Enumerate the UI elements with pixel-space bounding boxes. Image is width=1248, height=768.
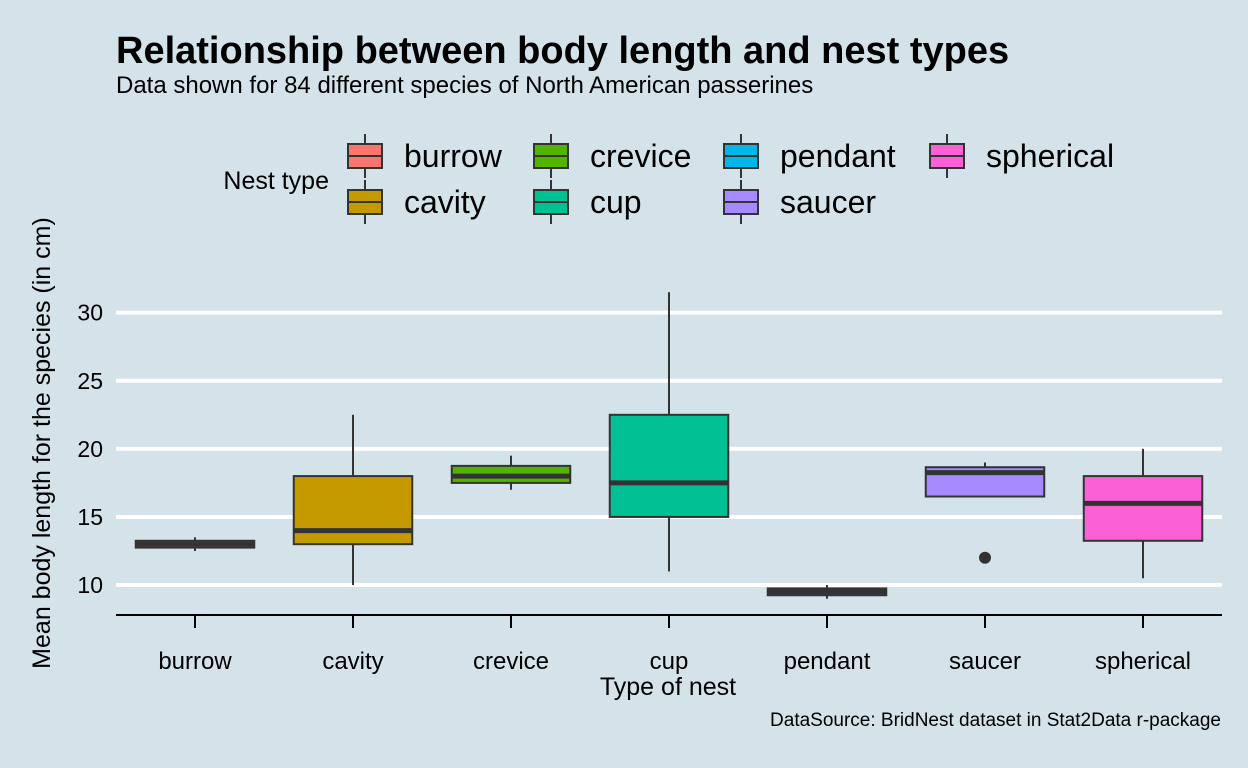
outlier-point (979, 551, 991, 564)
legend-title: Nest type (223, 167, 329, 195)
y-axis-title: Mean body length for the species (in cm) (28, 217, 56, 669)
x-tick-label: pendant (784, 648, 871, 675)
x-tick-label: saucer (949, 648, 1021, 675)
x-tick-label: cavity (322, 648, 383, 675)
x-tick-label: crevice (473, 648, 549, 675)
box-cup (608, 413, 730, 518)
chart-subtitle: Data shown for 84 different species of N… (116, 72, 814, 99)
legend-label-pendant: pendant (780, 138, 896, 174)
legend-label-saucer: saucer (780, 184, 876, 220)
chart-caption: DataSource: BridNest dataset in Stat2Dat… (770, 710, 1221, 731)
box-cavity (292, 475, 414, 546)
legend-label-spherical: spherical (986, 138, 1114, 174)
chart-title: Relationship between body length and nes… (116, 30, 1010, 72)
legend-label-crevice: crevice (590, 138, 691, 174)
x-tick-label: cup (650, 648, 689, 675)
legend-label-cavity: cavity (404, 184, 486, 220)
y-tick-label: 10 (77, 572, 103, 598)
x-tick-label: spherical (1095, 648, 1191, 675)
x-axis-title: Type of nest (600, 673, 736, 701)
legend-label-cup: cup (590, 184, 642, 220)
legend-label-burrow: burrow (404, 138, 503, 174)
y-tick-label: 15 (77, 504, 103, 530)
box-spherical (1082, 475, 1204, 542)
x-tick-label: burrow (158, 648, 232, 675)
y-tick-label: 30 (77, 300, 103, 326)
y-tick-label: 25 (77, 368, 103, 394)
y-tick-label: 20 (77, 436, 103, 462)
